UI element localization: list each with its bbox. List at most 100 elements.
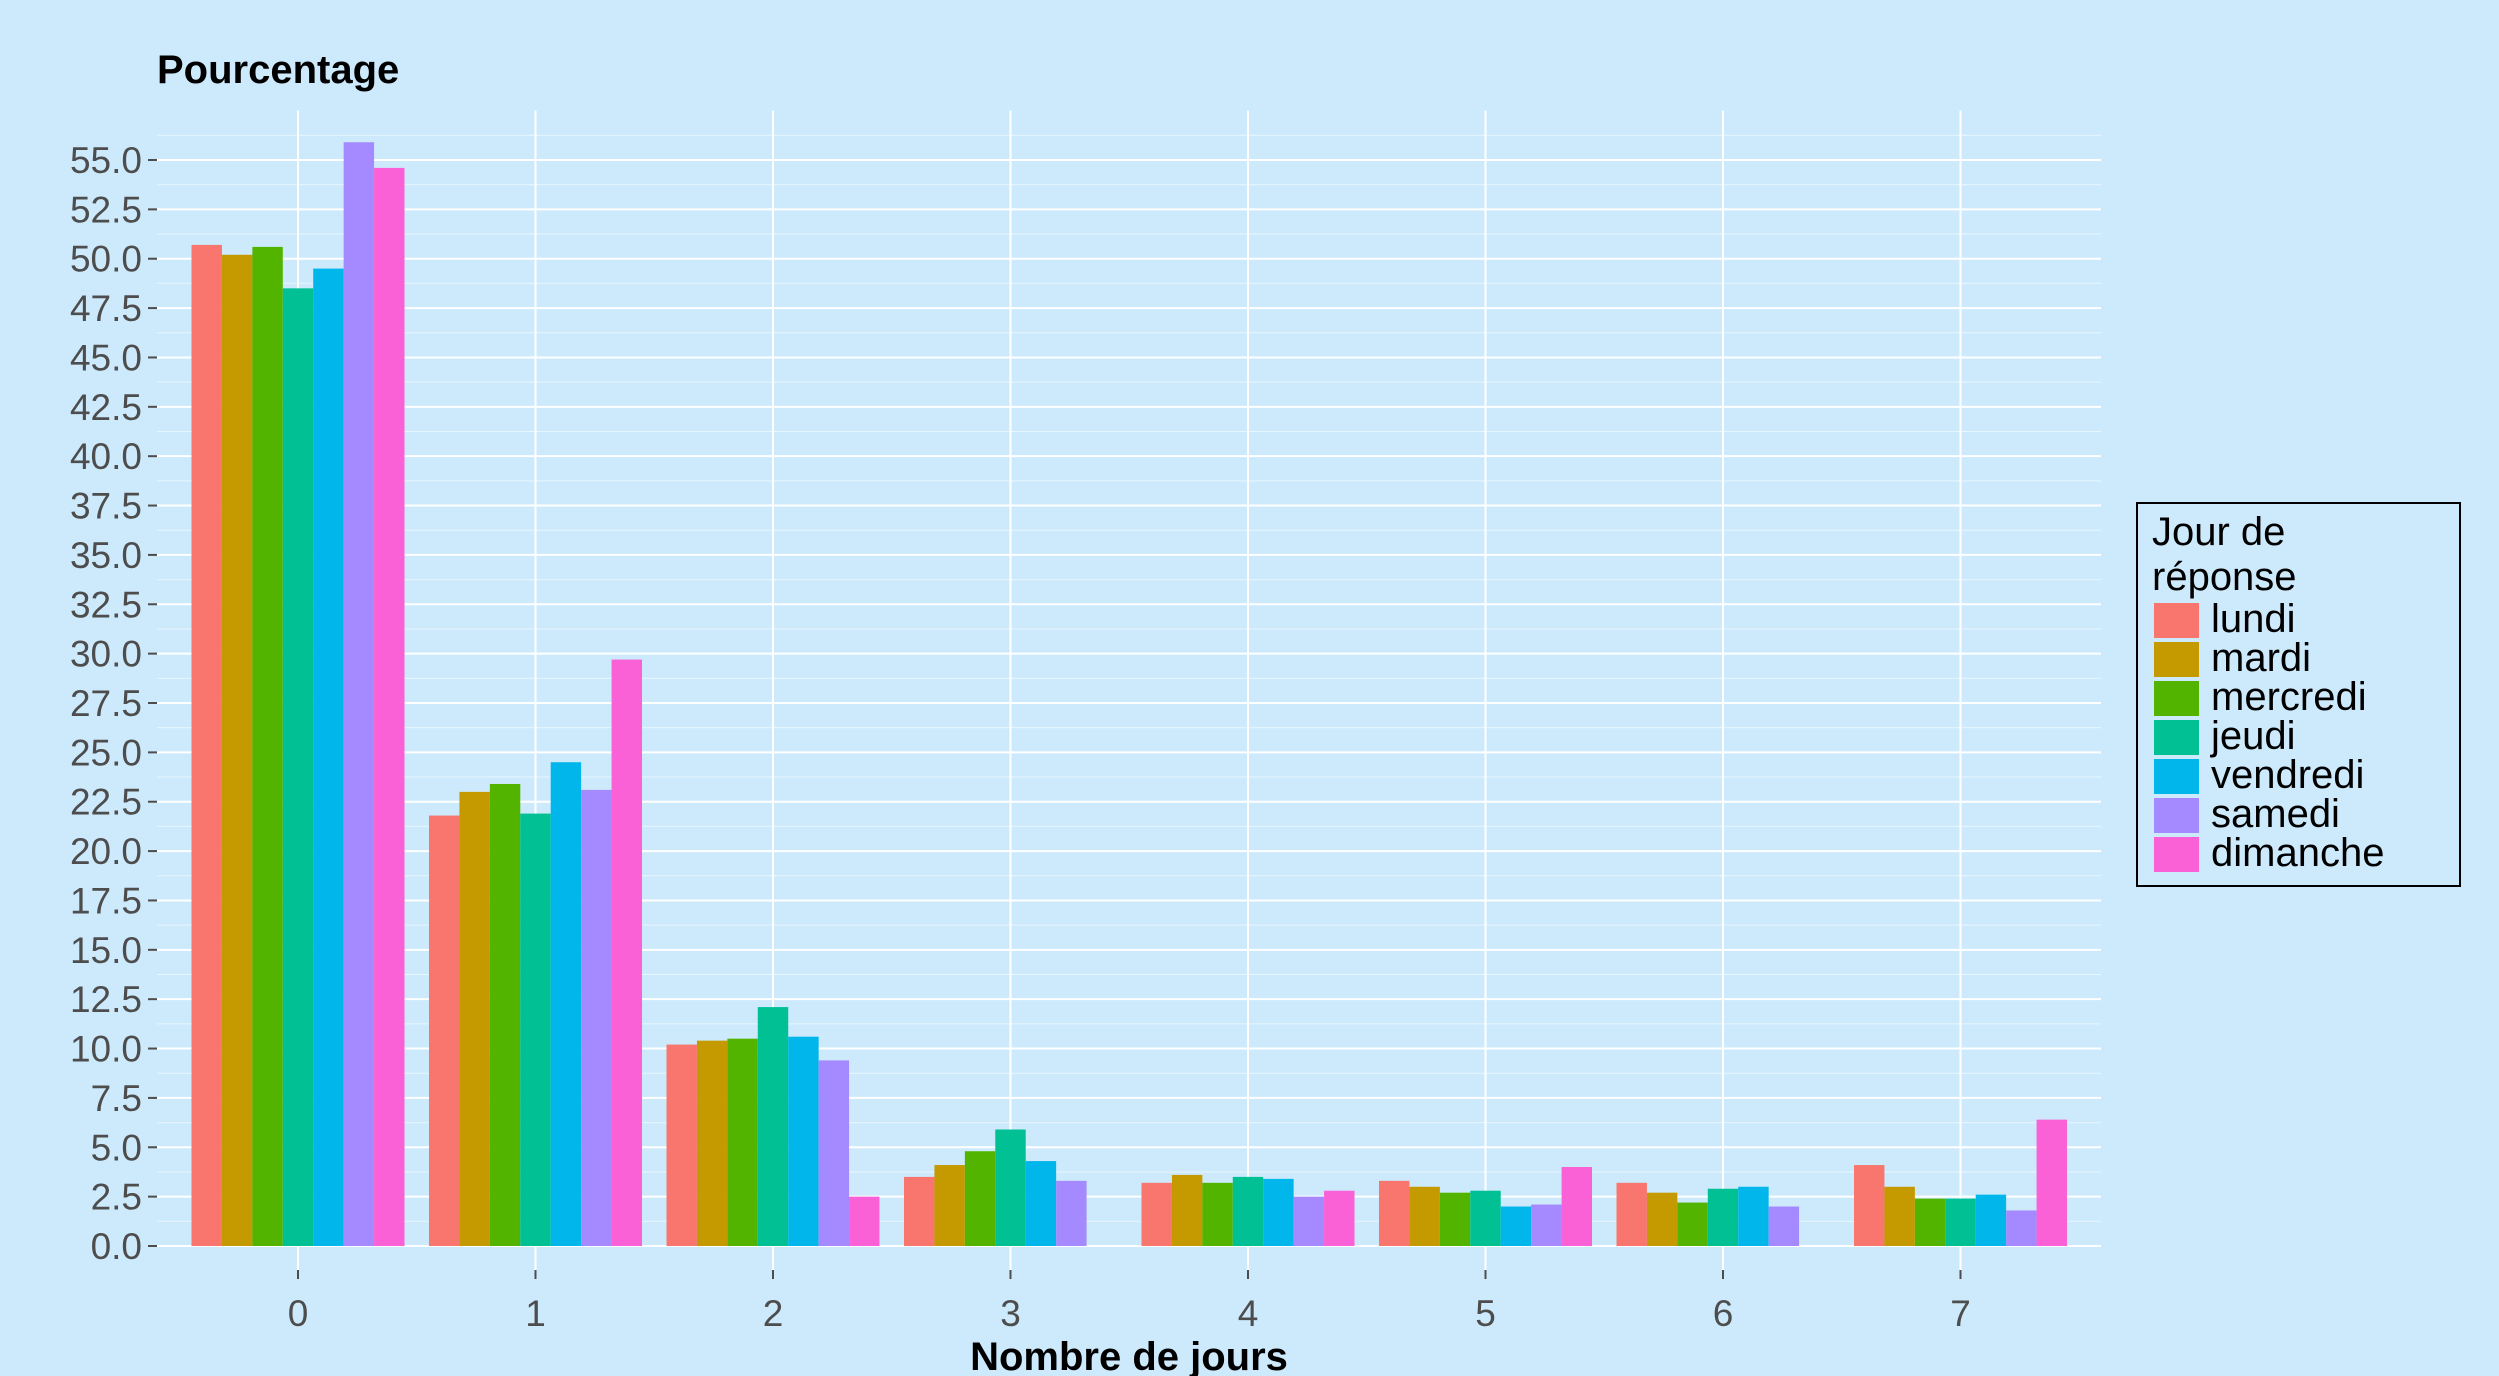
bar-mardi-1 xyxy=(459,791,490,1246)
bar-samedi-0 xyxy=(343,142,375,1246)
y-axis-title: Pourcentage xyxy=(157,48,399,92)
bar-mardi-3 xyxy=(934,1165,965,1246)
bar-lundi-3 xyxy=(904,1176,935,1246)
bar-jeudi-4 xyxy=(1232,1176,1264,1246)
y-tick-label: 40.0 xyxy=(70,436,142,477)
legend-label-vendredi: vendredi xyxy=(2211,753,2364,797)
legend-swatch-mardi xyxy=(2154,642,2199,677)
x-axis-title: Nombre de jours xyxy=(970,1335,1288,1376)
bar-lundi-5 xyxy=(1379,1180,1410,1246)
y-tick-label: 27.5 xyxy=(70,683,142,724)
bar-mardi-5 xyxy=(1409,1186,1440,1246)
x-tick-label: 0 xyxy=(288,1293,309,1334)
bar-vendredi-0 xyxy=(313,268,344,1247)
y-tick-label: 22.5 xyxy=(70,782,142,823)
x-tick-label: 7 xyxy=(1950,1293,1971,1334)
y-tick-label: 2.5 xyxy=(91,1177,142,1218)
bar-mercredi-4 xyxy=(1202,1182,1233,1246)
x-tick-label: 2 xyxy=(763,1293,784,1334)
bar-jeudi-0 xyxy=(282,288,314,1246)
bar-vendredi-6 xyxy=(1738,1186,1769,1246)
legend-items: lundimardimercredijeudivendredisamedidim… xyxy=(2154,597,2384,875)
bar-jeudi-3 xyxy=(995,1129,1026,1246)
y-tick-label: 5.0 xyxy=(91,1127,142,1168)
bar-jeudi-1 xyxy=(520,813,551,1246)
legend-swatch-lundi xyxy=(2154,603,2199,638)
legend-swatch-vendredi xyxy=(2154,759,2199,794)
legend-label-samedi: samedi xyxy=(2211,792,2340,836)
bar-samedi-2 xyxy=(818,1060,850,1246)
bar-mercredi-3 xyxy=(964,1151,996,1246)
y-tick-label: 17.5 xyxy=(70,880,142,921)
bar-mardi-6 xyxy=(1646,1192,1678,1246)
bar-lundi-1 xyxy=(429,815,460,1246)
bar-mardi-7 xyxy=(1884,1186,1915,1246)
y-tick-label: 25.0 xyxy=(70,732,142,773)
x-tick-label: 3 xyxy=(1000,1293,1021,1334)
bar-samedi-1 xyxy=(581,789,612,1246)
bar-dimanche-7 xyxy=(2036,1119,2067,1246)
legend-swatch-jeudi xyxy=(2154,720,2199,755)
bar-mardi-4 xyxy=(1171,1174,1203,1246)
x-tick-label: 6 xyxy=(1713,1293,1734,1334)
bar-samedi-3 xyxy=(1056,1180,1087,1246)
bar-vendredi-7 xyxy=(1975,1194,2007,1246)
bar-samedi-6 xyxy=(1768,1206,1800,1246)
legend-swatch-dimanche xyxy=(2154,837,2199,872)
bar-jeudi-5 xyxy=(1470,1190,1501,1246)
legend-label-mardi: mardi xyxy=(2211,636,2311,680)
y-tick-label: 42.5 xyxy=(70,387,142,428)
x-axis-ticks: 0 1 2 3 4 5 6 7 xyxy=(288,1270,1971,1334)
bar-mercredi-6 xyxy=(1677,1202,1708,1246)
y-tick-label: 35.0 xyxy=(70,535,142,576)
bar-dimanche-4 xyxy=(1324,1190,1355,1246)
bar-mercredi-1 xyxy=(489,783,521,1246)
bar-samedi-5 xyxy=(1531,1204,1562,1246)
y-tick-label: 50.0 xyxy=(70,239,142,280)
bar-vendredi-5 xyxy=(1500,1206,1532,1246)
y-tick-label: 0.0 xyxy=(91,1226,142,1267)
x-tick-label: 1 xyxy=(525,1293,546,1334)
bar-mardi-0 xyxy=(221,254,253,1246)
y-axis-ticks: 0.0 2.5 5.0 7.5 10.0 12.5 15.0 17.5 20.0 22.5 25.0… xyxy=(70,140,157,1267)
x-tick-label: 4 xyxy=(1238,1293,1259,1334)
y-tick-label: 30.0 xyxy=(70,634,142,675)
bar-lundi-4 xyxy=(1141,1182,1172,1246)
legend-swatch-samedi xyxy=(2154,798,2199,833)
bar-samedi-4 xyxy=(1293,1196,1325,1246)
y-tick-label: 12.5 xyxy=(70,979,142,1020)
bar-jeudi-2 xyxy=(757,1007,789,1246)
bar-lundi-7 xyxy=(1854,1165,1885,1246)
legend-label-dimanche: dimanche xyxy=(2211,831,2384,875)
y-tick-label: 10.0 xyxy=(70,1029,142,1070)
bar-dimanche-0 xyxy=(374,167,405,1246)
y-tick-label: 37.5 xyxy=(70,486,142,527)
y-tick-label: 55.0 xyxy=(70,140,142,181)
bar-vendredi-3 xyxy=(1025,1161,1057,1246)
bar-vendredi-1 xyxy=(550,762,582,1246)
legend-title-line2: réponse xyxy=(2152,555,2297,599)
legend-swatch-mercredi xyxy=(2154,681,2199,716)
bar-dimanche-1 xyxy=(611,659,642,1246)
y-tick-label: 15.0 xyxy=(70,930,142,971)
bar-lundi-6 xyxy=(1616,1182,1647,1246)
bar-lundi-2 xyxy=(666,1044,697,1246)
legend-label-jeudi: jeudi xyxy=(2210,714,2296,758)
bar-mercredi-7 xyxy=(1914,1198,1946,1246)
bar-vendredi-4 xyxy=(1263,1178,1294,1246)
bar-jeudi-6 xyxy=(1707,1188,1739,1246)
y-tick-label: 7.5 xyxy=(91,1078,142,1119)
y-tick-label: 32.5 xyxy=(70,584,142,625)
bar-vendredi-2 xyxy=(788,1036,819,1246)
bar-samedi-7 xyxy=(2006,1210,2037,1246)
bar-mercredi-2 xyxy=(727,1038,758,1246)
bar-lundi-0 xyxy=(191,244,222,1246)
legend-title-line1: Jour de xyxy=(2152,510,2285,554)
y-tick-label: 52.5 xyxy=(70,189,142,230)
x-tick-label: 5 xyxy=(1475,1293,1496,1334)
bar-jeudi-7 xyxy=(1945,1198,1976,1246)
legend-label-mercredi: mercredi xyxy=(2211,675,2367,719)
legend-label-lundi: lundi xyxy=(2211,597,2296,641)
y-tick-label: 20.0 xyxy=(70,831,142,872)
